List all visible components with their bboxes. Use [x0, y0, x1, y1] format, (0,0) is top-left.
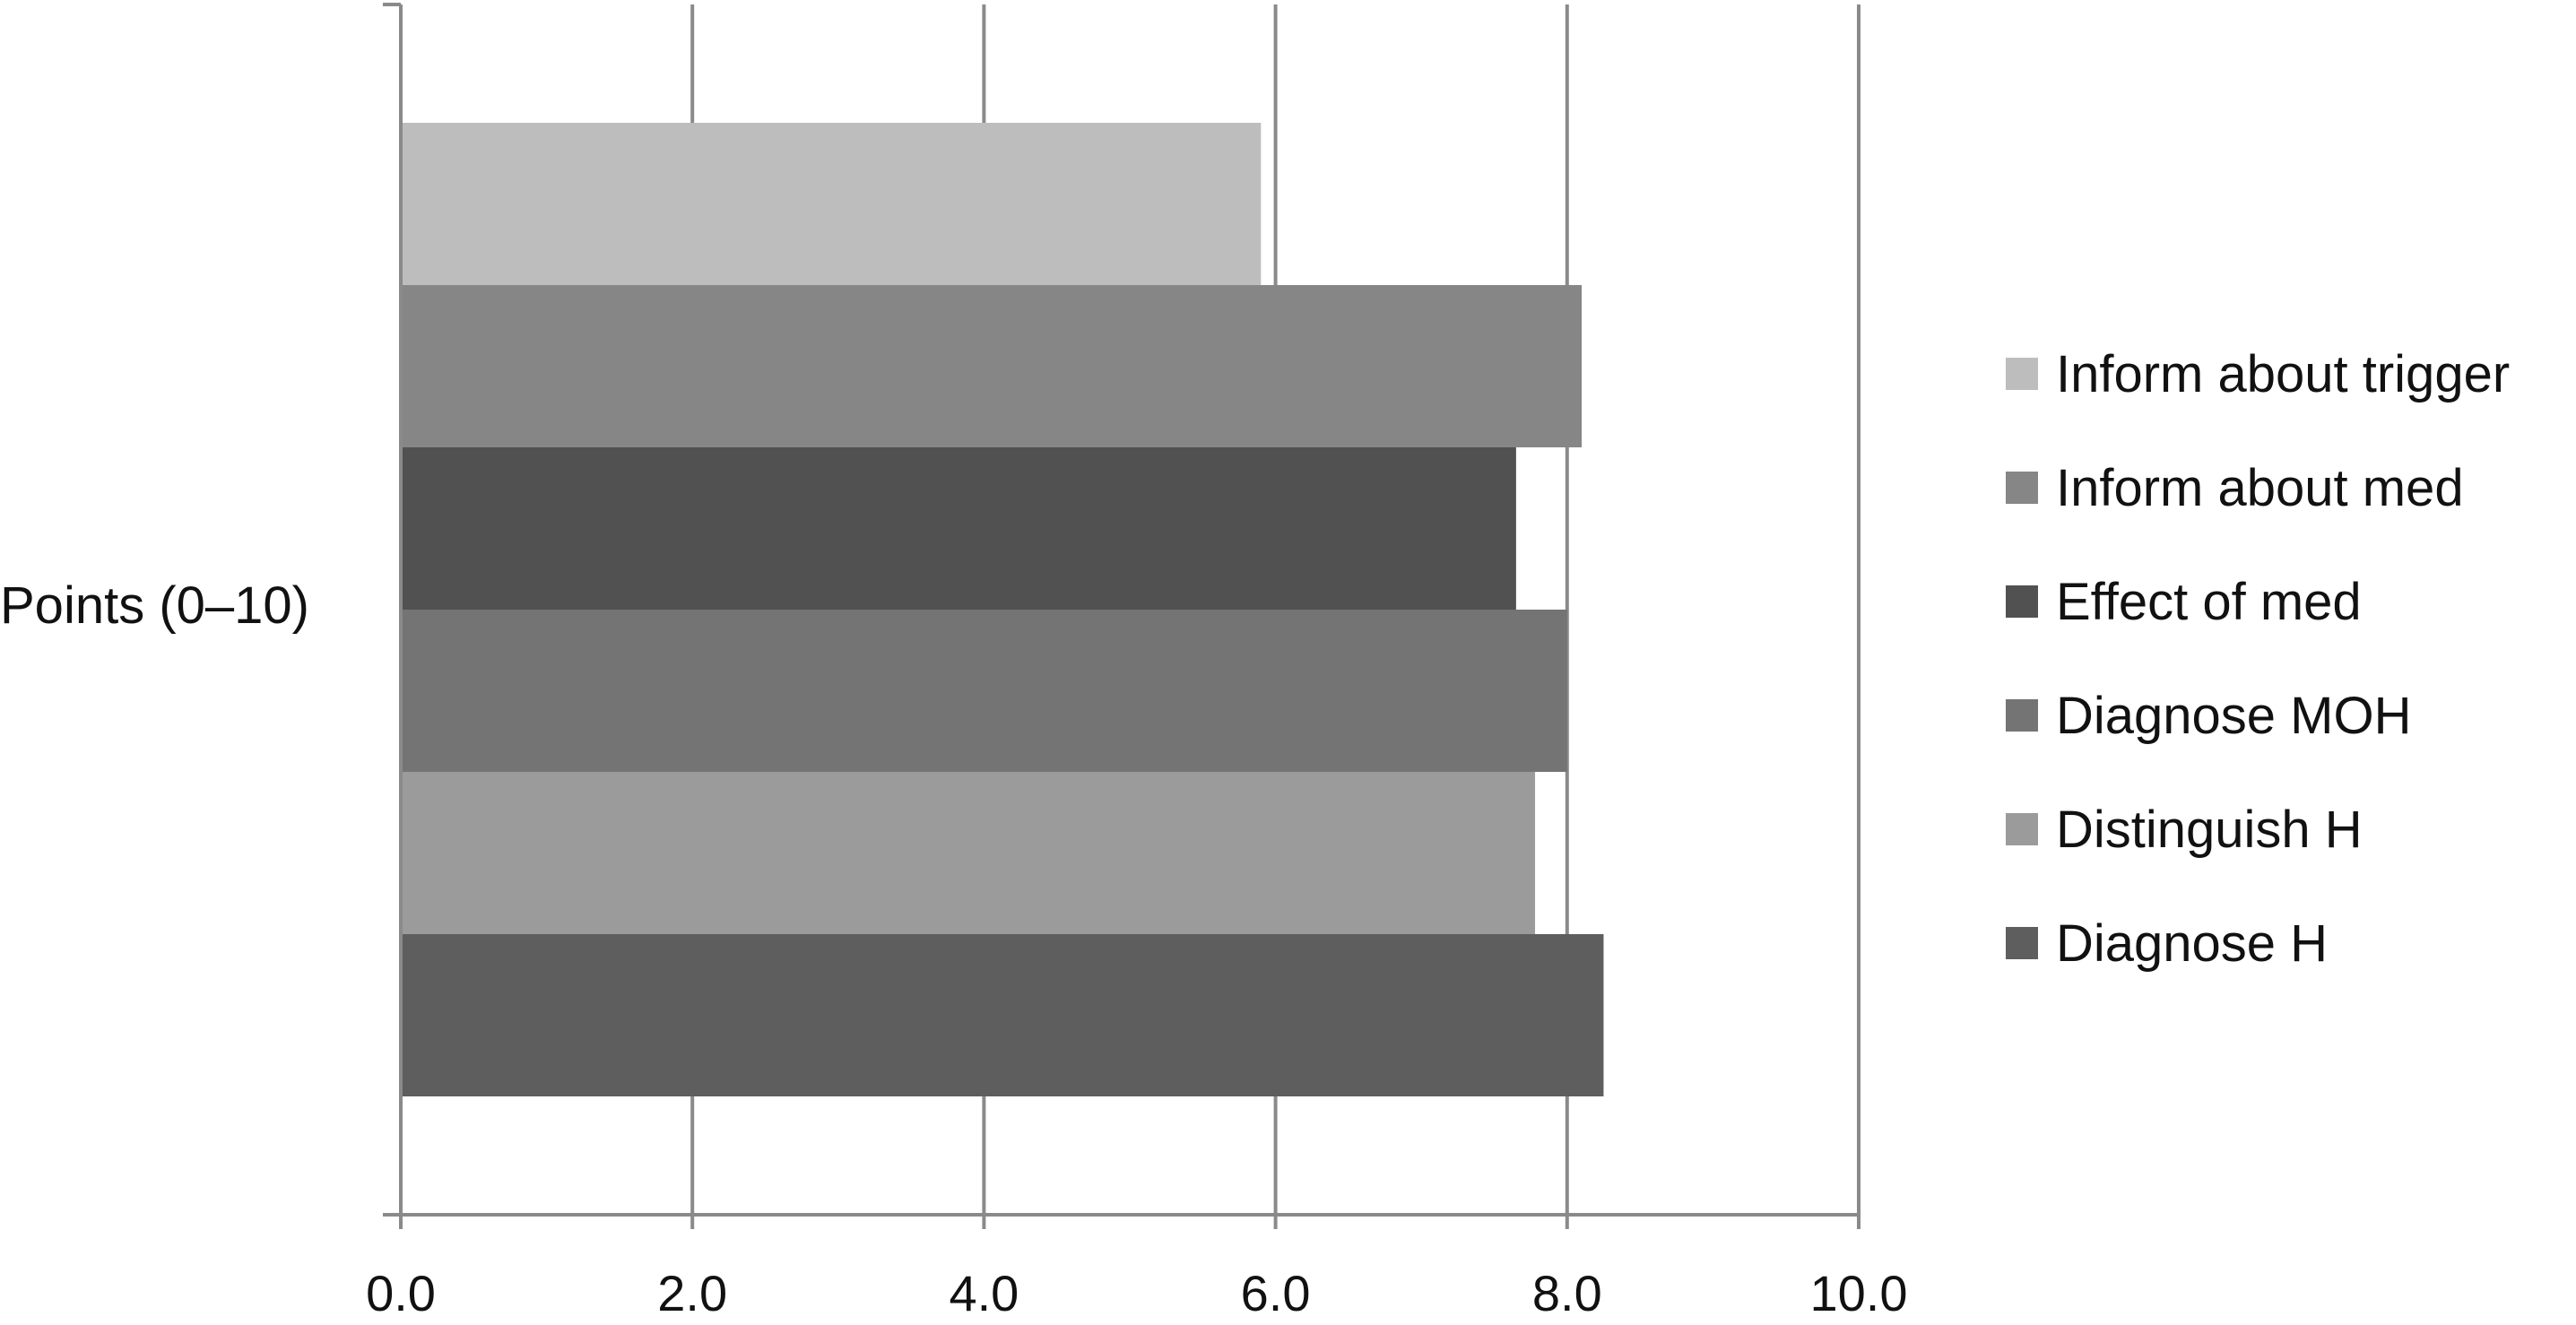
legend-swatch-diagnose-moh [2006, 699, 2038, 732]
x-tick-label: 10.0 [1810, 1265, 1908, 1321]
bar-distinguish-h [401, 772, 1536, 934]
legend-swatch-inform-about-med [2006, 472, 2038, 504]
legend-label-diagnose-h: Diagnose H [2056, 914, 2328, 973]
x-tick-label: 6.0 [1241, 1265, 1311, 1321]
legend-label-diagnose-moh: Diagnose MOH [2056, 687, 2411, 745]
bars [401, 123, 1604, 1096]
legend-label-inform-about-trigger: Inform about trigger [2056, 345, 2510, 403]
legend: Inform about trigger Inform about med Effe… [2006, 345, 2510, 973]
legend-label-inform-about-med: Inform about med [2056, 459, 2464, 517]
bar-effect-of-med [401, 447, 1516, 610]
bar-inform-about-med [401, 285, 1583, 447]
legend-swatch-effect-of-med [2006, 585, 2038, 618]
x-tick-label: 2.0 [657, 1265, 727, 1321]
legend-label-distinguish-h: Distinguish H [2056, 801, 2363, 859]
x-tick-label: 4.0 [949, 1265, 1019, 1321]
legend-swatch-inform-about-trigger [2006, 358, 2038, 390]
bar-inform-about-trigger [401, 123, 1262, 285]
axes: 0.0 2.0 4.0 6.0 8.0 10.0 Points (0–10) [0, 3, 1908, 1321]
legend-swatch-diagnose-h [2006, 927, 2038, 959]
x-tick-label: 8.0 [1532, 1265, 1602, 1321]
x-tick-label: 0.0 [366, 1265, 436, 1321]
bar-diagnose-moh [401, 610, 1567, 772]
category-label: Points (0–10) [0, 576, 309, 635]
legend-label-effect-of-med: Effect of med [2056, 573, 2362, 631]
legend-swatch-distinguish-h [2006, 813, 2038, 845]
bar-diagnose-h [401, 934, 1604, 1096]
